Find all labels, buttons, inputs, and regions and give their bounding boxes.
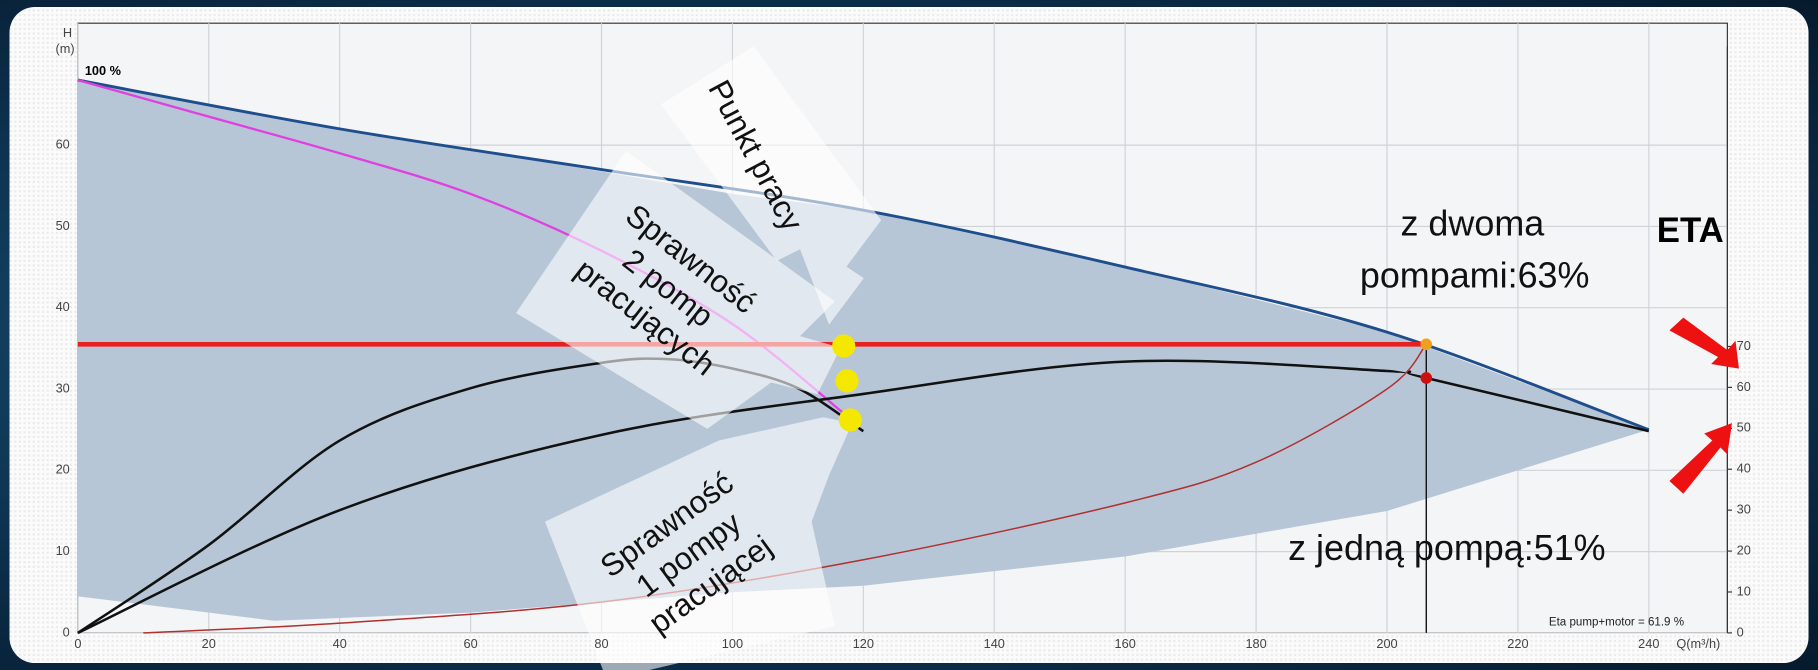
box-duty <box>660 46 882 325</box>
y-tick-label: 20 <box>56 462 70 477</box>
x-tick-label: 20 <box>202 636 216 651</box>
box-eff-two <box>516 150 841 429</box>
x-tick-label: 80 <box>594 636 608 651</box>
y-tick-label: 0 <box>63 624 70 639</box>
x-tick-label: 100 <box>722 636 743 651</box>
one-pump-label: z jedną pompą:51% <box>1288 527 1606 568</box>
y-tick-label: 30 <box>56 380 70 395</box>
x-tick-label: 220 <box>1507 636 1528 651</box>
marker <box>832 334 856 358</box>
y2-tick-label: 40 <box>1737 461 1751 476</box>
curve-label: 100 % <box>85 63 121 78</box>
x-tick-label: 160 <box>1115 636 1136 651</box>
marker <box>838 408 862 432</box>
y2-tick-label: 20 <box>1737 542 1751 557</box>
y2-tick-label: 0 <box>1737 624 1744 639</box>
band-area <box>77 80 1649 621</box>
box-eff-one <box>545 417 853 670</box>
y2-tick-label: 10 <box>1737 583 1751 598</box>
series-line <box>143 343 1427 634</box>
y2-tick-label: 50 <box>1737 420 1751 435</box>
x-tick-label: 60 <box>464 636 478 651</box>
x-tick-label: 0 <box>74 636 81 651</box>
band-layer <box>77 80 1649 621</box>
marker <box>1420 372 1433 384</box>
y-label: H <box>63 25 72 40</box>
x-tick-label: 140 <box>984 636 1005 651</box>
x-label: Q(m³/h) <box>1676 636 1720 651</box>
x-tick-label: 240 <box>1638 636 1659 651</box>
arrow <box>1669 317 1739 369</box>
marks-layer <box>832 334 1433 432</box>
x-tick-label: 200 <box>1376 636 1397 651</box>
eta-note: Eta pump+motor = 61.9 % <box>1549 617 1684 629</box>
y2-tick-label: 60 <box>1737 379 1751 394</box>
red-arrows <box>1669 317 1739 494</box>
axes-layer: 0 20 40 60 80 100 120 140 160 180 200 220 2400102030… <box>56 137 1751 651</box>
arrow <box>1669 423 1733 494</box>
y-tick-label: 40 <box>56 299 70 314</box>
series-line <box>77 359 1650 635</box>
x-tick-label: 180 <box>1245 636 1266 651</box>
y2-tick-label: 70 <box>1737 338 1751 353</box>
y-unit: (m) <box>56 41 75 56</box>
y2-tick-label: 30 <box>1737 502 1751 517</box>
annotation-boxes <box>516 46 882 670</box>
marker <box>835 369 859 393</box>
y-tick-label: 50 <box>56 218 70 233</box>
y-tick-label: 10 <box>56 543 70 558</box>
marker <box>1420 338 1433 351</box>
two-pumps-label: pompami:63% <box>1360 255 1590 296</box>
x-tick-label: 120 <box>853 636 874 651</box>
eta-label: ETA <box>1657 212 1724 250</box>
two-pumps-label: z dwoma <box>1400 203 1544 244</box>
y-tick-label: 60 <box>56 137 70 152</box>
x-tick-label: 40 <box>333 636 347 651</box>
